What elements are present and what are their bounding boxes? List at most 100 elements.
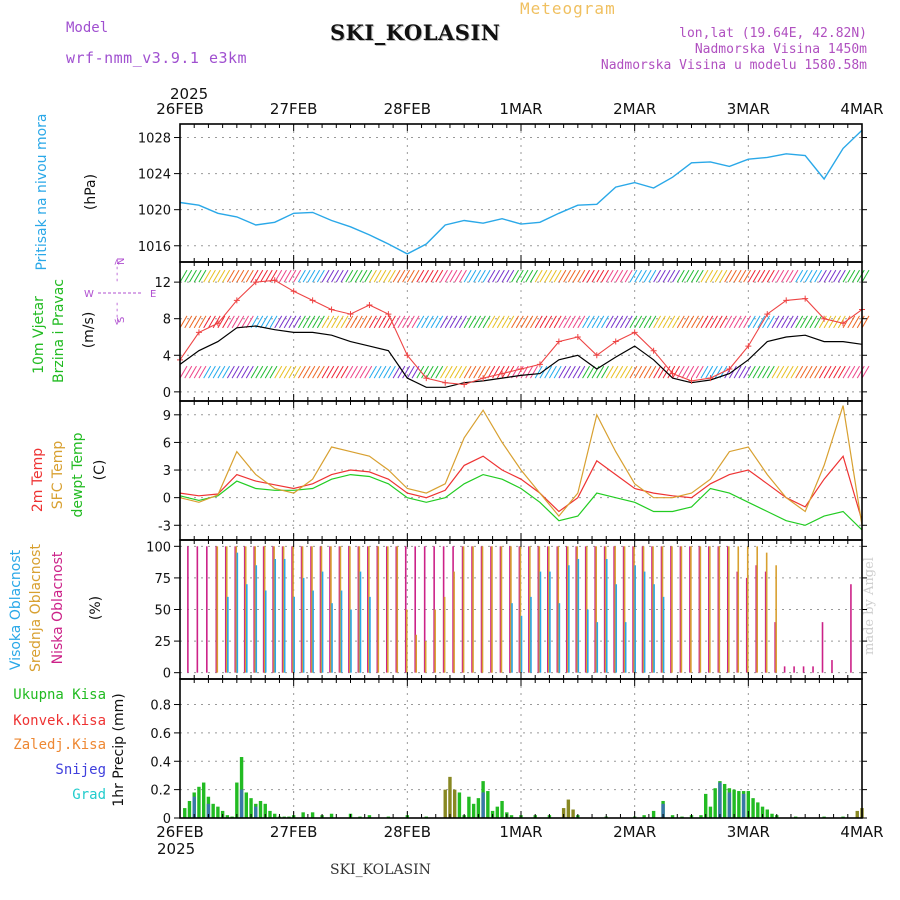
wind-barb xyxy=(662,315,671,329)
precip-bar xyxy=(448,776,452,818)
wind-barb xyxy=(710,269,718,283)
wind-barb xyxy=(307,365,316,379)
wind-barb xyxy=(463,365,472,379)
wind-barb xyxy=(572,315,581,329)
wind-barb xyxy=(657,315,666,329)
wind-barb xyxy=(193,315,202,329)
temp2m-label: 2m Temp xyxy=(30,448,46,512)
wind-barb xyxy=(449,365,458,379)
wind-barb xyxy=(530,365,538,379)
wind-unit: (m/s) xyxy=(81,312,97,349)
wind-barb xyxy=(548,315,557,329)
wind-barb xyxy=(738,365,747,379)
wind-barb xyxy=(411,315,420,329)
wind-barb xyxy=(643,315,652,329)
wind-barb xyxy=(198,365,207,379)
wind-barb xyxy=(198,269,207,283)
wind-barb xyxy=(260,269,268,283)
wind-barb xyxy=(681,365,690,379)
precip-bar xyxy=(737,791,741,818)
precip-bar xyxy=(566,799,571,818)
wind-barb xyxy=(747,365,756,379)
wind-barb xyxy=(335,315,344,329)
wind-barb xyxy=(705,365,714,379)
precip-legend-0: Ukupna Kisa xyxy=(13,687,106,703)
wind-barb xyxy=(691,269,699,283)
wind-barb xyxy=(615,269,624,283)
precip-unit: 1hr Precip (mm) xyxy=(111,693,127,806)
y-tick-label: 12 xyxy=(154,276,171,291)
wind-barb xyxy=(681,315,690,329)
wind-barb xyxy=(563,315,572,329)
wind-barb xyxy=(799,365,808,379)
cloud-unit: (%) xyxy=(88,596,104,620)
wind-barb xyxy=(477,315,486,329)
precip-bar xyxy=(443,789,447,818)
wind-barb xyxy=(255,365,264,379)
wind-barb xyxy=(804,315,813,329)
compass-east: E xyxy=(150,289,156,300)
wind-barb xyxy=(468,365,477,379)
wind-barb xyxy=(421,315,429,329)
wind-barb xyxy=(534,365,543,379)
wind-barb xyxy=(814,365,823,379)
wind-barb xyxy=(350,315,358,329)
wind-barb xyxy=(316,315,325,329)
wind-barb xyxy=(567,315,576,329)
wind-barb xyxy=(387,365,396,379)
wind-barb xyxy=(634,315,643,329)
wind-barb xyxy=(241,365,250,379)
wind-barb xyxy=(672,269,680,283)
wind-barb xyxy=(482,365,491,379)
y-tick-label: 0 xyxy=(163,667,171,682)
precip-legend-3: Snijeg xyxy=(55,762,106,778)
wind-gust-line xyxy=(179,325,863,388)
precip-bar xyxy=(651,810,656,818)
wind-barb xyxy=(705,269,714,283)
wind-barb xyxy=(648,315,657,329)
wind-barb xyxy=(283,269,292,283)
precip-bar xyxy=(855,810,859,818)
wind-barb xyxy=(487,269,496,283)
wind-barb xyxy=(762,269,770,283)
precip-bar xyxy=(225,815,230,818)
wind-barb xyxy=(212,365,221,379)
snow-bar xyxy=(661,803,665,818)
wind-barb xyxy=(416,315,425,329)
wind-barb xyxy=(577,365,586,379)
wind-barb xyxy=(586,269,595,283)
wind-barb xyxy=(638,269,647,283)
wind-barb xyxy=(733,365,742,379)
wind-barb xyxy=(392,365,401,379)
date-label-top: 2MAR xyxy=(613,100,656,118)
elevation-info: Nadmorska Visina 1450m xyxy=(694,42,867,57)
wind-barb xyxy=(435,315,444,329)
wind-barb xyxy=(501,365,510,379)
wind-barb xyxy=(828,315,837,329)
wind-barb xyxy=(335,269,344,283)
wind-barb xyxy=(852,365,860,379)
wind-barb xyxy=(861,269,870,283)
precip-bar xyxy=(211,803,215,818)
wind-barb xyxy=(212,315,221,329)
wind-barb xyxy=(241,315,250,329)
y-tick-label: 8 xyxy=(163,313,171,328)
precip-bar xyxy=(201,782,206,818)
wind-barb xyxy=(345,365,354,379)
wind-barb xyxy=(312,365,321,379)
wind-barb xyxy=(184,365,193,379)
wind-barb xyxy=(184,269,193,283)
wind-barb xyxy=(781,269,789,283)
y-tick-label: 0.6 xyxy=(150,727,171,742)
wind-barb xyxy=(795,365,804,379)
wind-barb xyxy=(231,315,240,329)
wind-barb xyxy=(582,315,591,329)
wind-barb xyxy=(387,269,396,283)
snow-bar xyxy=(192,796,196,818)
precip-bar xyxy=(273,813,277,818)
wind-barb xyxy=(496,269,505,283)
wind-barb xyxy=(596,365,605,379)
wind-barb xyxy=(643,269,652,283)
wind-barb xyxy=(610,315,619,329)
wind-barb xyxy=(752,365,761,379)
